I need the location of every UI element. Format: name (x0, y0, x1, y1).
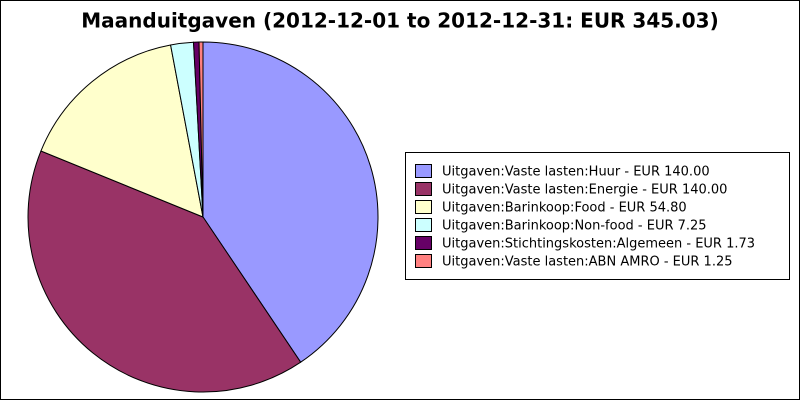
legend-swatch (415, 182, 432, 196)
pie-slice (202, 41, 379, 363)
legend-box (405, 152, 790, 280)
chart-title: Maanduitgaven (2012-12-01 to 2012-12-31:… (81, 9, 719, 33)
legend-swatch (415, 254, 432, 268)
pie-slice (198, 41, 204, 218)
legend-label: Uitgaven:Vaste lasten:Huur - EUR 140.00 (442, 165, 710, 180)
legend-label: Uitgaven:Stichtingskosten:Algemeen - EUR… (442, 237, 755, 252)
pie-slice (27, 150, 302, 393)
legend-swatch (415, 236, 432, 250)
legend-label: Uitgaven:Vaste lasten:ABN AMRO - EUR 1.2… (442, 255, 733, 270)
legend-label: Uitgaven:Vaste lasten:Energie - EUR 140.… (442, 183, 727, 198)
legend-swatch (415, 164, 432, 178)
legend-label: Uitgaven:Barinkoop:Non-food - EUR 7.25 (442, 219, 707, 234)
legend-label: Uitgaven:Barinkoop:Food - EUR 54.80 (442, 201, 687, 216)
legend-swatch (415, 218, 432, 232)
pie-slice (40, 44, 204, 218)
legend-swatch (415, 200, 432, 214)
legend: Uitgaven:Vaste lasten:Huur - EUR 140.00 U… (415, 164, 755, 270)
pie (27, 41, 379, 393)
